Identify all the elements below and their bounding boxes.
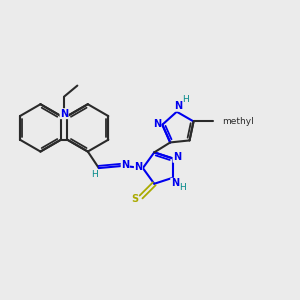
Text: methyl: methyl (222, 117, 254, 126)
Text: H: H (182, 95, 189, 104)
Text: N: N (121, 160, 129, 170)
Text: N: N (171, 178, 179, 188)
Text: S: S (131, 194, 138, 204)
Text: N: N (153, 118, 161, 129)
Text: N: N (60, 109, 68, 119)
Text: N: N (173, 152, 181, 162)
Text: H: H (179, 183, 186, 192)
Text: N: N (174, 101, 182, 111)
Text: H: H (91, 170, 98, 179)
Text: N: N (134, 162, 142, 172)
